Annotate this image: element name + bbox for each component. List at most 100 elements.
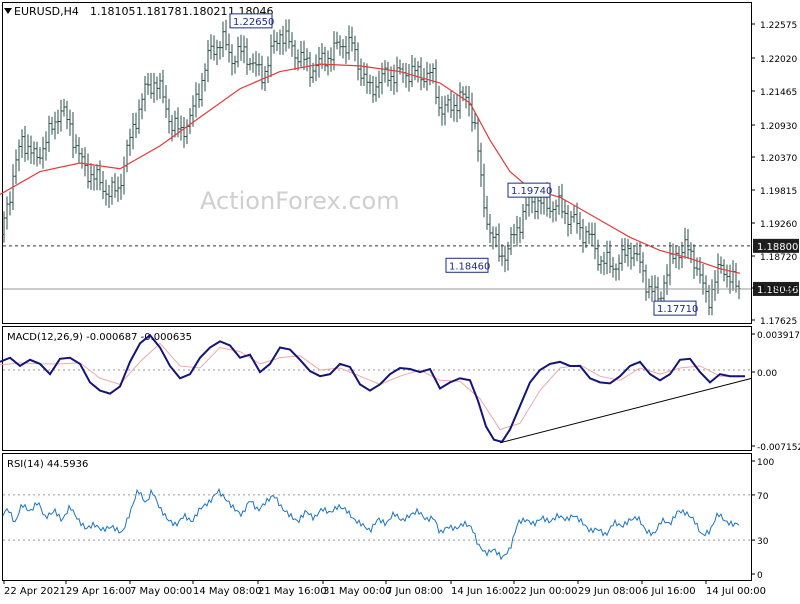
ohlc-bar (692, 244, 696, 279)
ohlc-bar (233, 55, 237, 74)
ohlc-bar (377, 70, 381, 99)
rsi-tick-label: 100 (757, 458, 774, 468)
ohlc-bar (476, 116, 480, 162)
ohlc-bar (23, 125, 27, 162)
ohlc-bar (614, 263, 618, 281)
price-annotation-box (229, 13, 273, 29)
ohlc-bar (413, 57, 417, 81)
menu-arrow-icon[interactable] (4, 8, 12, 14)
ohlc-bar (95, 164, 99, 191)
ohlc-bar (593, 222, 597, 260)
price-tick-label: 1.20930 (760, 122, 797, 132)
ohlc-bar (581, 218, 585, 253)
ohlc-bar (71, 112, 75, 158)
ohlc-bar (407, 63, 411, 92)
ohlc-bar (155, 76, 159, 101)
ohlc-bar (620, 238, 624, 271)
ohlc-bar (65, 100, 69, 130)
price-level-tag (753, 238, 799, 253)
ohlc-bar (50, 116, 54, 135)
ohlc-bar (314, 54, 318, 82)
price-panel-frame (2, 2, 752, 324)
ohlc-bar (290, 32, 294, 57)
ohlc-bar (701, 264, 705, 295)
time-tick-label: 21 May 16:00 (258, 586, 327, 597)
ohlc-bar (251, 53, 255, 73)
ohlc-bar (125, 139, 129, 173)
rsi-plot (2, 487, 751, 561)
price-annotation-label: 1.18460 (449, 261, 490, 272)
ohlc-bar (293, 40, 297, 70)
time-tick-label: 29 Apr 16:00 (66, 586, 131, 597)
ohlc-bar (605, 240, 609, 275)
ohlc-bar (17, 139, 21, 172)
ohlc-bar (8, 191, 12, 216)
ohlc-bar (254, 51, 258, 77)
ohlc-bar (161, 69, 165, 104)
ohlc-bar (266, 56, 270, 84)
ohlc-bar (158, 72, 162, 99)
ohlc-bar (299, 41, 303, 69)
ohlc-bar (197, 83, 201, 108)
time-tick-label: 22 Apr 2021 (4, 586, 66, 597)
ohlc-bar (683, 227, 687, 259)
ohlc-bar (383, 60, 387, 83)
ohlc-bar (425, 61, 429, 91)
ohlc-bar (14, 149, 18, 184)
ohlc-bar (590, 222, 594, 247)
ohlc-bar (575, 202, 579, 234)
ohlc-bar (203, 63, 207, 92)
ohlc-bar (173, 110, 177, 138)
ohlc-bar (275, 32, 279, 52)
time-tick-label: 14 Jul 00:00 (706, 586, 766, 597)
ohlc-bar (404, 62, 408, 88)
ohlc-bar (326, 50, 330, 76)
macd-trendline (499, 377, 753, 444)
ohlc-bar (29, 135, 33, 164)
price-tick-label: 1.19815 (760, 187, 797, 197)
ohlc-bar (335, 31, 339, 50)
ohlc-bar (86, 153, 90, 189)
ohlc-bar (305, 48, 309, 72)
rsi-panel-frame (2, 453, 752, 581)
ohlc-bar (596, 239, 600, 271)
price-tick-label: 1.17625 (760, 317, 797, 327)
ohlc-bar (626, 238, 630, 267)
ohlc-bar (35, 141, 39, 167)
time-tick-label: 7 May 00:00 (130, 586, 192, 597)
ohlc-bar (206, 40, 210, 83)
price-tick-label: 1.22575 (760, 21, 797, 31)
ohlc-bar (308, 52, 312, 87)
ohlc-bar (365, 63, 369, 94)
rsi-tick-label: 0 (757, 571, 763, 581)
ohlc-bar (392, 64, 396, 95)
ohlc-bar (578, 211, 582, 240)
macd-tick-label: 0.00 (757, 369, 777, 379)
ohlc-bar (509, 227, 513, 255)
ohlc-bar (248, 58, 252, 71)
watermark: ActionForex.com (200, 187, 400, 215)
ohlc-bar (101, 170, 105, 200)
ohlc-bar (236, 36, 240, 68)
ohlc-bar (431, 63, 435, 84)
symbol-timeframe: EURUSD,H4 (14, 5, 79, 18)
ohlc-bar (506, 241, 510, 271)
ohlc-bar (551, 201, 555, 223)
rsi-header: RSI(14) 44.5936 (7, 459, 88, 470)
ohlc-bar (218, 41, 222, 60)
ohlc-bar (548, 197, 552, 219)
price-plot: 1.18800 1.18046 1.22650 1.19740 1.18460 1.177… (0, 13, 799, 316)
ohlc-bar (572, 204, 576, 223)
ohlc-bar (317, 46, 321, 78)
rsi-tick-label: 70 (757, 492, 769, 502)
ohlc-bar (140, 93, 144, 120)
ohlc-bar (563, 200, 567, 225)
macd-tick-label: 0.003917 (757, 331, 800, 341)
ohlc-bar (221, 21, 225, 58)
ohlc-bar (521, 204, 525, 240)
ohlc-bar (179, 115, 183, 141)
ohlc-bar (323, 46, 327, 72)
ohlc-bar (344, 35, 348, 64)
ohlc-bar (74, 134, 78, 154)
